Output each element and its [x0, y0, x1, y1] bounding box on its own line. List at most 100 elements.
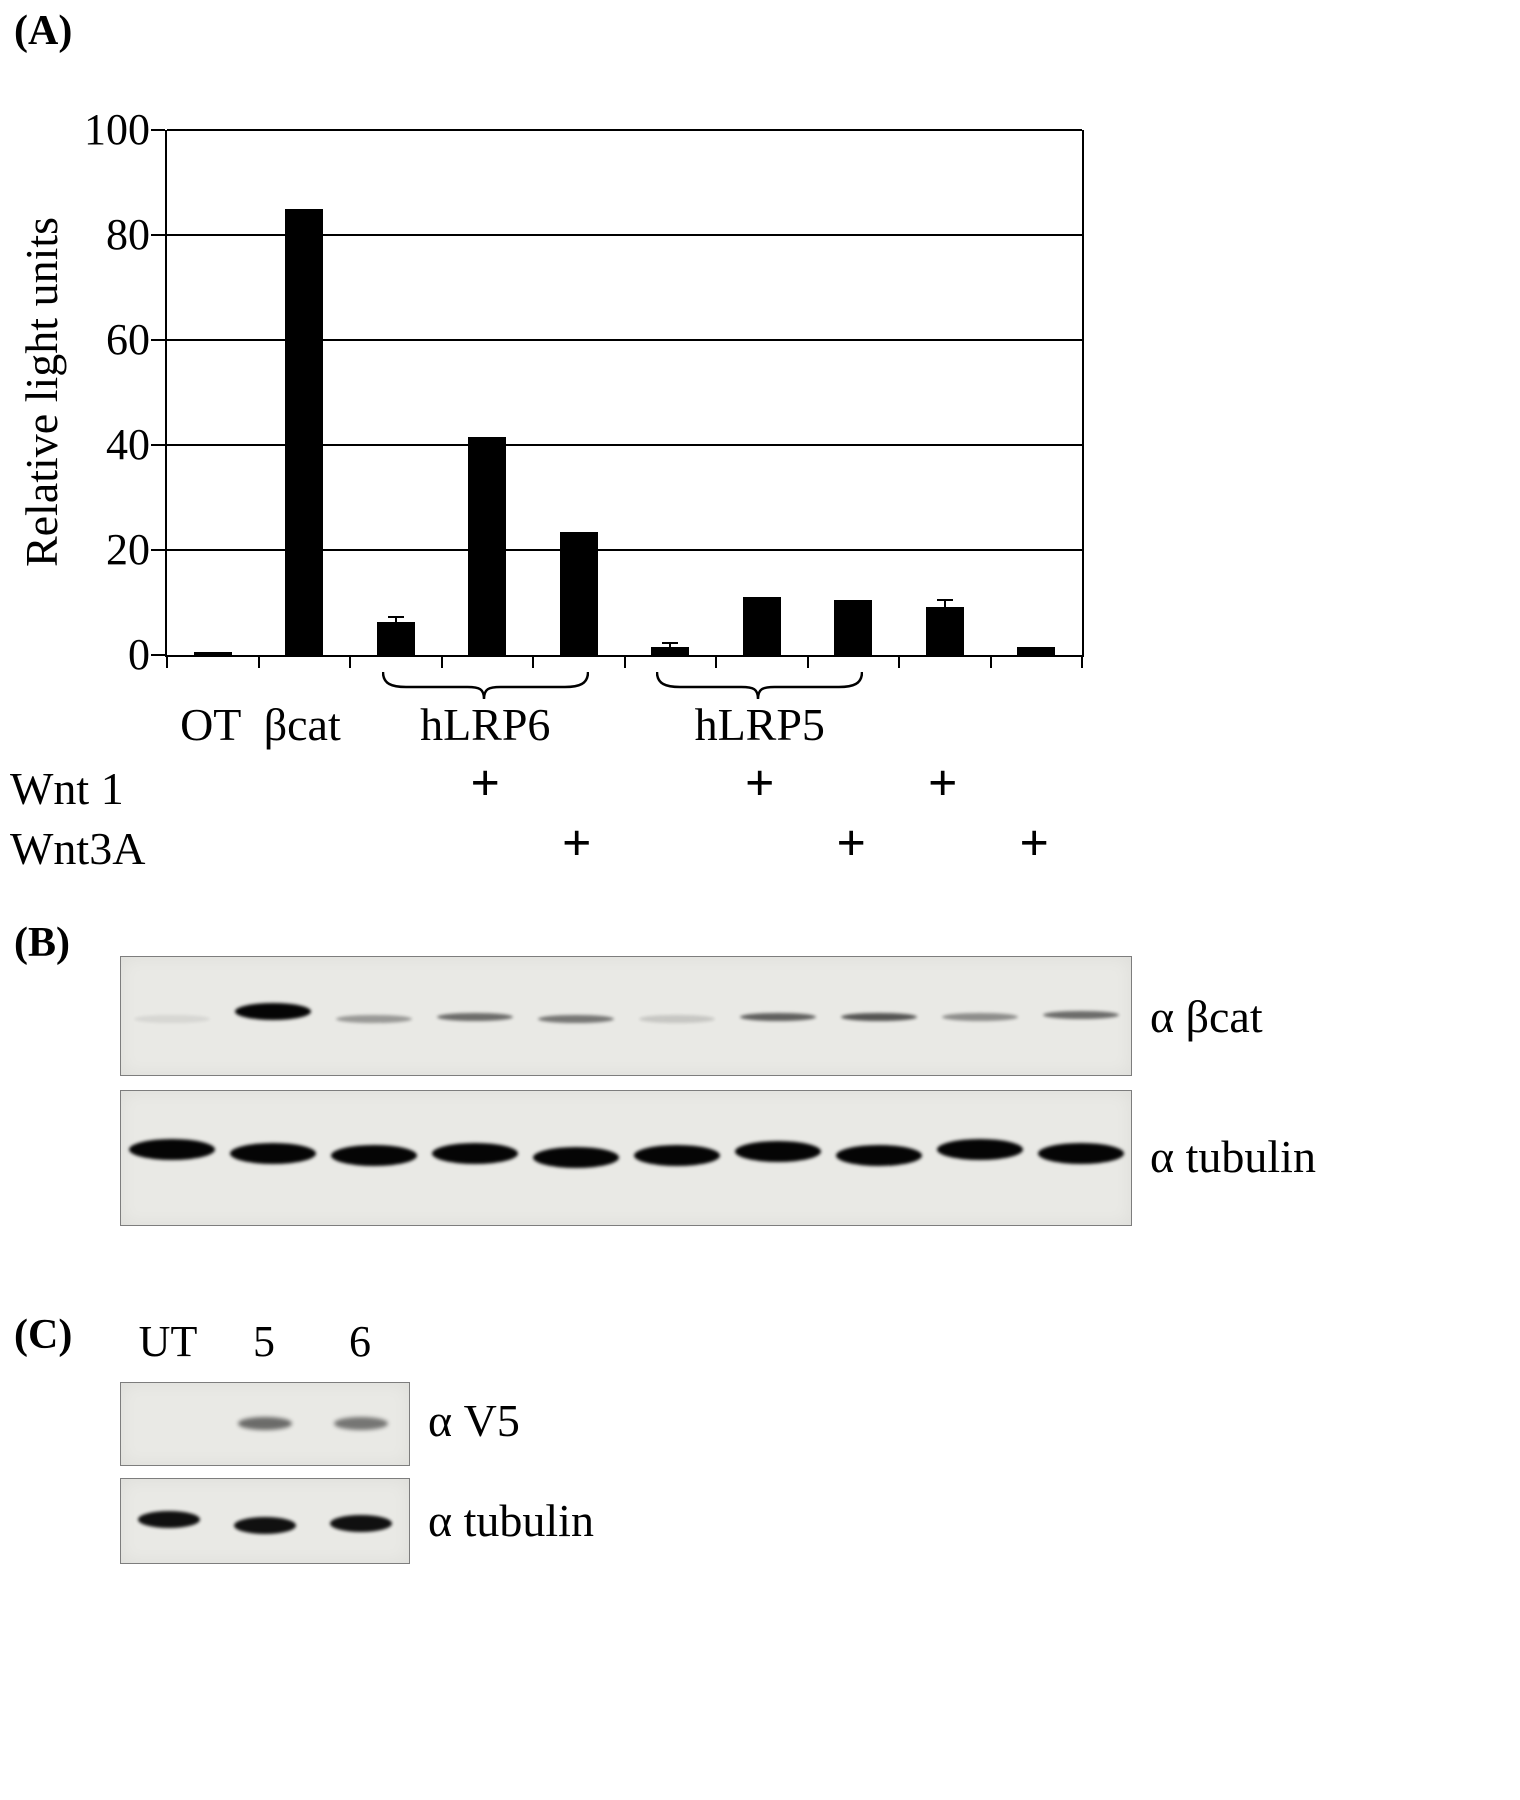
y-tick-label: 80	[106, 210, 150, 259]
y-axis-ticks: 0 20 40 60 80 100	[58, 108, 150, 677]
x-tick-mark	[806, 657, 809, 668]
x-tick-mark	[257, 657, 260, 668]
blot-band	[936, 1138, 1023, 1160]
bar-4	[559, 531, 598, 655]
x-tick-mark	[349, 657, 351, 668]
blot-band	[133, 1015, 210, 1023]
group-label-hLRP5: hLRP5	[694, 699, 825, 750]
x-tick-mark	[532, 657, 534, 668]
y-tick-label: 60	[106, 315, 150, 364]
plus-sign: +	[744, 755, 775, 812]
bar-6	[742, 597, 781, 655]
blot-band	[234, 1516, 296, 1534]
y-tick-mark	[151, 549, 165, 551]
wnt3a-plus-track: + + +	[165, 818, 1080, 882]
plus-sign: +	[470, 755, 501, 812]
group-label-βcat: βcat	[263, 699, 341, 750]
blot-tubulin-b	[120, 1090, 1132, 1226]
blot-band	[330, 1144, 417, 1166]
gridline	[167, 129, 1082, 131]
blot-band	[436, 1013, 513, 1021]
plot-area	[151, 129, 1084, 668]
y-tick-label: 100	[84, 105, 150, 154]
wnt3a-row: Wnt3A + + +	[0, 818, 1520, 882]
blot-band	[238, 1416, 292, 1430]
plus-sign: +	[927, 755, 958, 812]
blot-band	[330, 1514, 392, 1532]
lane-label-6: 6	[349, 1317, 371, 1366]
lane-label-UT: UT	[138, 1317, 198, 1366]
blot-band	[335, 1015, 412, 1023]
x-tick-mark	[715, 657, 717, 668]
bar-3	[468, 437, 507, 655]
plus-sign: +	[1019, 815, 1050, 872]
x-tick-mark	[440, 657, 443, 668]
blot-band	[835, 1144, 922, 1166]
blot-band	[537, 1015, 614, 1023]
blot-tubulin-c	[120, 1478, 410, 1564]
bar-0	[193, 652, 232, 655]
panel-a-label: (A)	[14, 8, 73, 54]
blot-v5-label: α V5	[428, 1395, 520, 1446]
y-tick-mark	[151, 129, 165, 131]
blot-bcat-label: α βcat	[1150, 991, 1263, 1042]
blot-band	[633, 1144, 720, 1166]
panel-c-label: (C)	[14, 1312, 73, 1358]
gridline	[167, 234, 1082, 236]
y-tick-label: 20	[106, 525, 150, 574]
blot-band	[128, 1138, 215, 1160]
blot-band	[840, 1013, 917, 1021]
bar-1	[285, 208, 324, 655]
gridline	[167, 339, 1082, 341]
wnt1-row-label: Wnt 1	[10, 763, 124, 814]
error-bar-cap	[936, 599, 953, 602]
wnt1-row: Wnt 1 + + +	[0, 758, 1520, 822]
panel-b-label: (B)	[14, 920, 70, 966]
blot-band	[532, 1146, 619, 1168]
blot-v5	[120, 1382, 410, 1466]
brace	[656, 671, 864, 700]
x-tick-mark	[166, 657, 168, 668]
blot-band	[941, 1013, 1018, 1021]
error-bar	[394, 617, 397, 622]
x-tick-mark	[898, 657, 900, 668]
y-tick-mark	[151, 654, 165, 656]
group-label-OT: OT	[180, 699, 242, 750]
gridline	[167, 444, 1082, 446]
blot-band	[234, 1002, 311, 1020]
panel-c-lane-labels: UT 5 6	[120, 1320, 408, 1370]
bar-5	[651, 647, 690, 655]
gridline	[167, 549, 1082, 551]
blot-band	[138, 1510, 200, 1528]
x-tick-mark	[1081, 657, 1083, 668]
blot-band	[638, 1015, 715, 1023]
blot-band	[734, 1140, 821, 1162]
blot-band	[229, 1142, 316, 1164]
y-tick-mark	[151, 444, 165, 446]
blot-band	[334, 1416, 388, 1430]
x-axis-group-labels: OT βcat hLRP6 hLRP5	[165, 666, 1080, 778]
group-label-hLRP6: hLRP6	[420, 699, 551, 750]
bar-9	[1017, 647, 1056, 655]
x-tick-mark	[989, 657, 992, 668]
wnt3a-row-label: Wnt3A	[10, 823, 146, 874]
error-bar	[943, 600, 946, 607]
blot-bcat	[120, 956, 1132, 1076]
y-tick-mark	[151, 234, 165, 236]
blot-tubulin-b-label: α tubulin	[1150, 1131, 1316, 1182]
bar-8	[925, 606, 964, 655]
bar-7	[834, 599, 873, 655]
lane-label-5: 5	[253, 1317, 275, 1366]
y-tick-label: 0	[128, 630, 150, 679]
blot-tubulin-c-label: α tubulin	[428, 1495, 594, 1546]
x-tick-mark	[623, 657, 626, 668]
wnt1-plus-track: + + +	[165, 758, 1080, 822]
bar-2	[376, 621, 415, 655]
error-bar-cap	[387, 616, 404, 619]
brace	[381, 671, 589, 700]
y-tick-label: 40	[106, 420, 150, 469]
blot-band	[431, 1142, 518, 1164]
plus-sign: +	[836, 815, 867, 872]
error-bar-cap	[662, 642, 679, 645]
